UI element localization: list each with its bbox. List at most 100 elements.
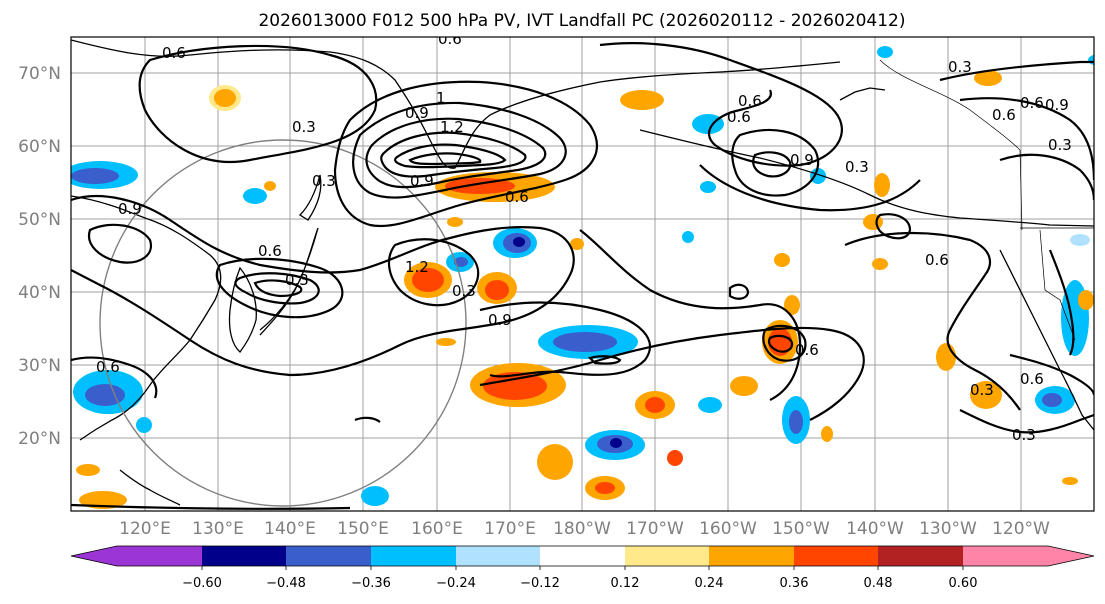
contour-line (728, 283, 750, 300)
contour-line (71, 503, 351, 510)
neg-patch-core (789, 410, 803, 434)
contour-label: 0.6 (438, 30, 462, 48)
neg-patch (243, 188, 267, 204)
lon-label: 150°E (337, 519, 389, 539)
contour-labels: 0.6 0.6 0.3 0.3 0.9 1 1.2 0.9 0.6 0.6 0.… (96, 30, 1072, 444)
lat-label: 60°N (18, 137, 61, 157)
colorbar-bin (794, 546, 878, 566)
pos-patch (730, 376, 758, 396)
latitude-labels: 70°N 60°N 50°N 40°N 30°N 20°N (18, 64, 61, 449)
neg-patch (700, 181, 716, 193)
contour-label: 0.6 (992, 106, 1016, 124)
contour-line (138, 44, 378, 163)
contour-line (479, 326, 865, 421)
contour-label: 1.2 (405, 258, 429, 276)
state-borders (1039, 229, 1076, 341)
pos-patch (537, 444, 573, 480)
contour-line (87, 223, 153, 264)
colorbar-bin (286, 546, 371, 566)
colorbar-extend-high (1048, 546, 1094, 566)
contour-label: 0.6 (738, 92, 762, 110)
lon-label: 180°W (553, 519, 611, 539)
colorbar-bin (202, 546, 286, 566)
lon-label: 160°W (699, 519, 757, 539)
pos-patch (447, 217, 463, 227)
neg-patch-center (610, 438, 622, 448)
colorbar-bin (963, 546, 1048, 566)
contour-label: 0.9 (410, 172, 434, 190)
pos-patch (821, 426, 833, 442)
neg-patch-core (553, 332, 617, 352)
contour-line (253, 279, 303, 298)
contour-line (587, 355, 622, 365)
contour-label: 0.3 (1048, 136, 1072, 154)
contour-label: 0.3 (285, 271, 309, 289)
contour-label: 0.9 (1045, 96, 1069, 114)
colorbar-bin (709, 546, 794, 566)
colorbar-bin (117, 546, 202, 566)
neg-patch (1070, 234, 1090, 246)
colorbar-bin (625, 546, 709, 566)
lon-label: 140°E (264, 519, 316, 539)
pos-patch-core (412, 268, 444, 292)
contour-line (1048, 249, 1075, 356)
pos-patch (436, 338, 456, 346)
map-title: 2026013000 F012 500 hPa PV, IVT Landfall… (258, 11, 905, 31)
contour-label: 0.9 (488, 311, 512, 329)
lon-label: 130°W (919, 519, 977, 539)
contour-label: 0.6 (1020, 94, 1044, 112)
colorbar-extend-low (71, 546, 117, 566)
colorbar-tick-label: 0.48 (864, 576, 893, 591)
contour-line (333, 80, 598, 228)
neg-patch (682, 231, 694, 243)
colorbar: −0.60 −0.48 −0.36 −0.24 −0.12 0.12 0.24 … (70, 545, 1095, 591)
contour-label: 0.3 (1012, 426, 1036, 444)
contour-line (959, 97, 1094, 181)
contour-label: 0.3 (845, 158, 869, 176)
contour-label: 0.6 (795, 341, 819, 359)
alaska-coast (639, 129, 1094, 227)
pos-patch-core (595, 482, 615, 494)
neg-patch-center (513, 237, 525, 247)
lon-label: 130°E (192, 519, 244, 539)
map-panel: 0.6 0.6 0.3 0.3 0.9 1 1.2 0.9 0.6 0.6 0.… (70, 30, 1095, 512)
colorbar-tick-label: 0.12 (611, 576, 640, 591)
contour-line (579, 229, 802, 401)
contour-line (387, 238, 480, 307)
contour-label: 0.6 (925, 251, 949, 269)
pos-patch-core (483, 372, 547, 400)
pos-patch (1078, 290, 1094, 310)
lon-label: 120°E (119, 519, 171, 539)
pos-patch-core (645, 397, 665, 413)
map-frame (70, 36, 1095, 512)
colorbar-bin (371, 546, 456, 566)
contour-line (408, 152, 482, 166)
contour-line (394, 143, 507, 169)
pv-shading (71, 46, 1094, 509)
contour-label: 0.6 (727, 108, 751, 126)
siberia-coast (71, 39, 841, 169)
contour-label: 0.6 (505, 188, 529, 206)
pos-patch (874, 173, 890, 197)
yukon-border (879, 59, 1021, 151)
contour-line (354, 416, 381, 423)
neg-patch (361, 486, 389, 506)
neg-patch (692, 114, 724, 134)
contour-line (215, 257, 344, 319)
neg-patch-core (454, 257, 468, 267)
contour-label: 1 (436, 89, 446, 107)
pos-patch (667, 450, 683, 466)
contour-label: 0.6 (258, 242, 282, 260)
pos-patch (784, 295, 800, 315)
contour-label: 0.9 (405, 104, 429, 122)
contour-label: 0.3 (452, 282, 476, 300)
contour-line (731, 128, 820, 197)
contour-label: 0.6 (162, 44, 186, 62)
contour-line (752, 151, 792, 178)
neg-patch (136, 417, 152, 433)
lon-label: 170°W (626, 519, 684, 539)
pos-patch (970, 381, 1002, 409)
contour-line (1009, 353, 1094, 396)
lon-label: 150°W (772, 519, 830, 539)
colorbar-tick-label: −0.24 (436, 576, 476, 591)
